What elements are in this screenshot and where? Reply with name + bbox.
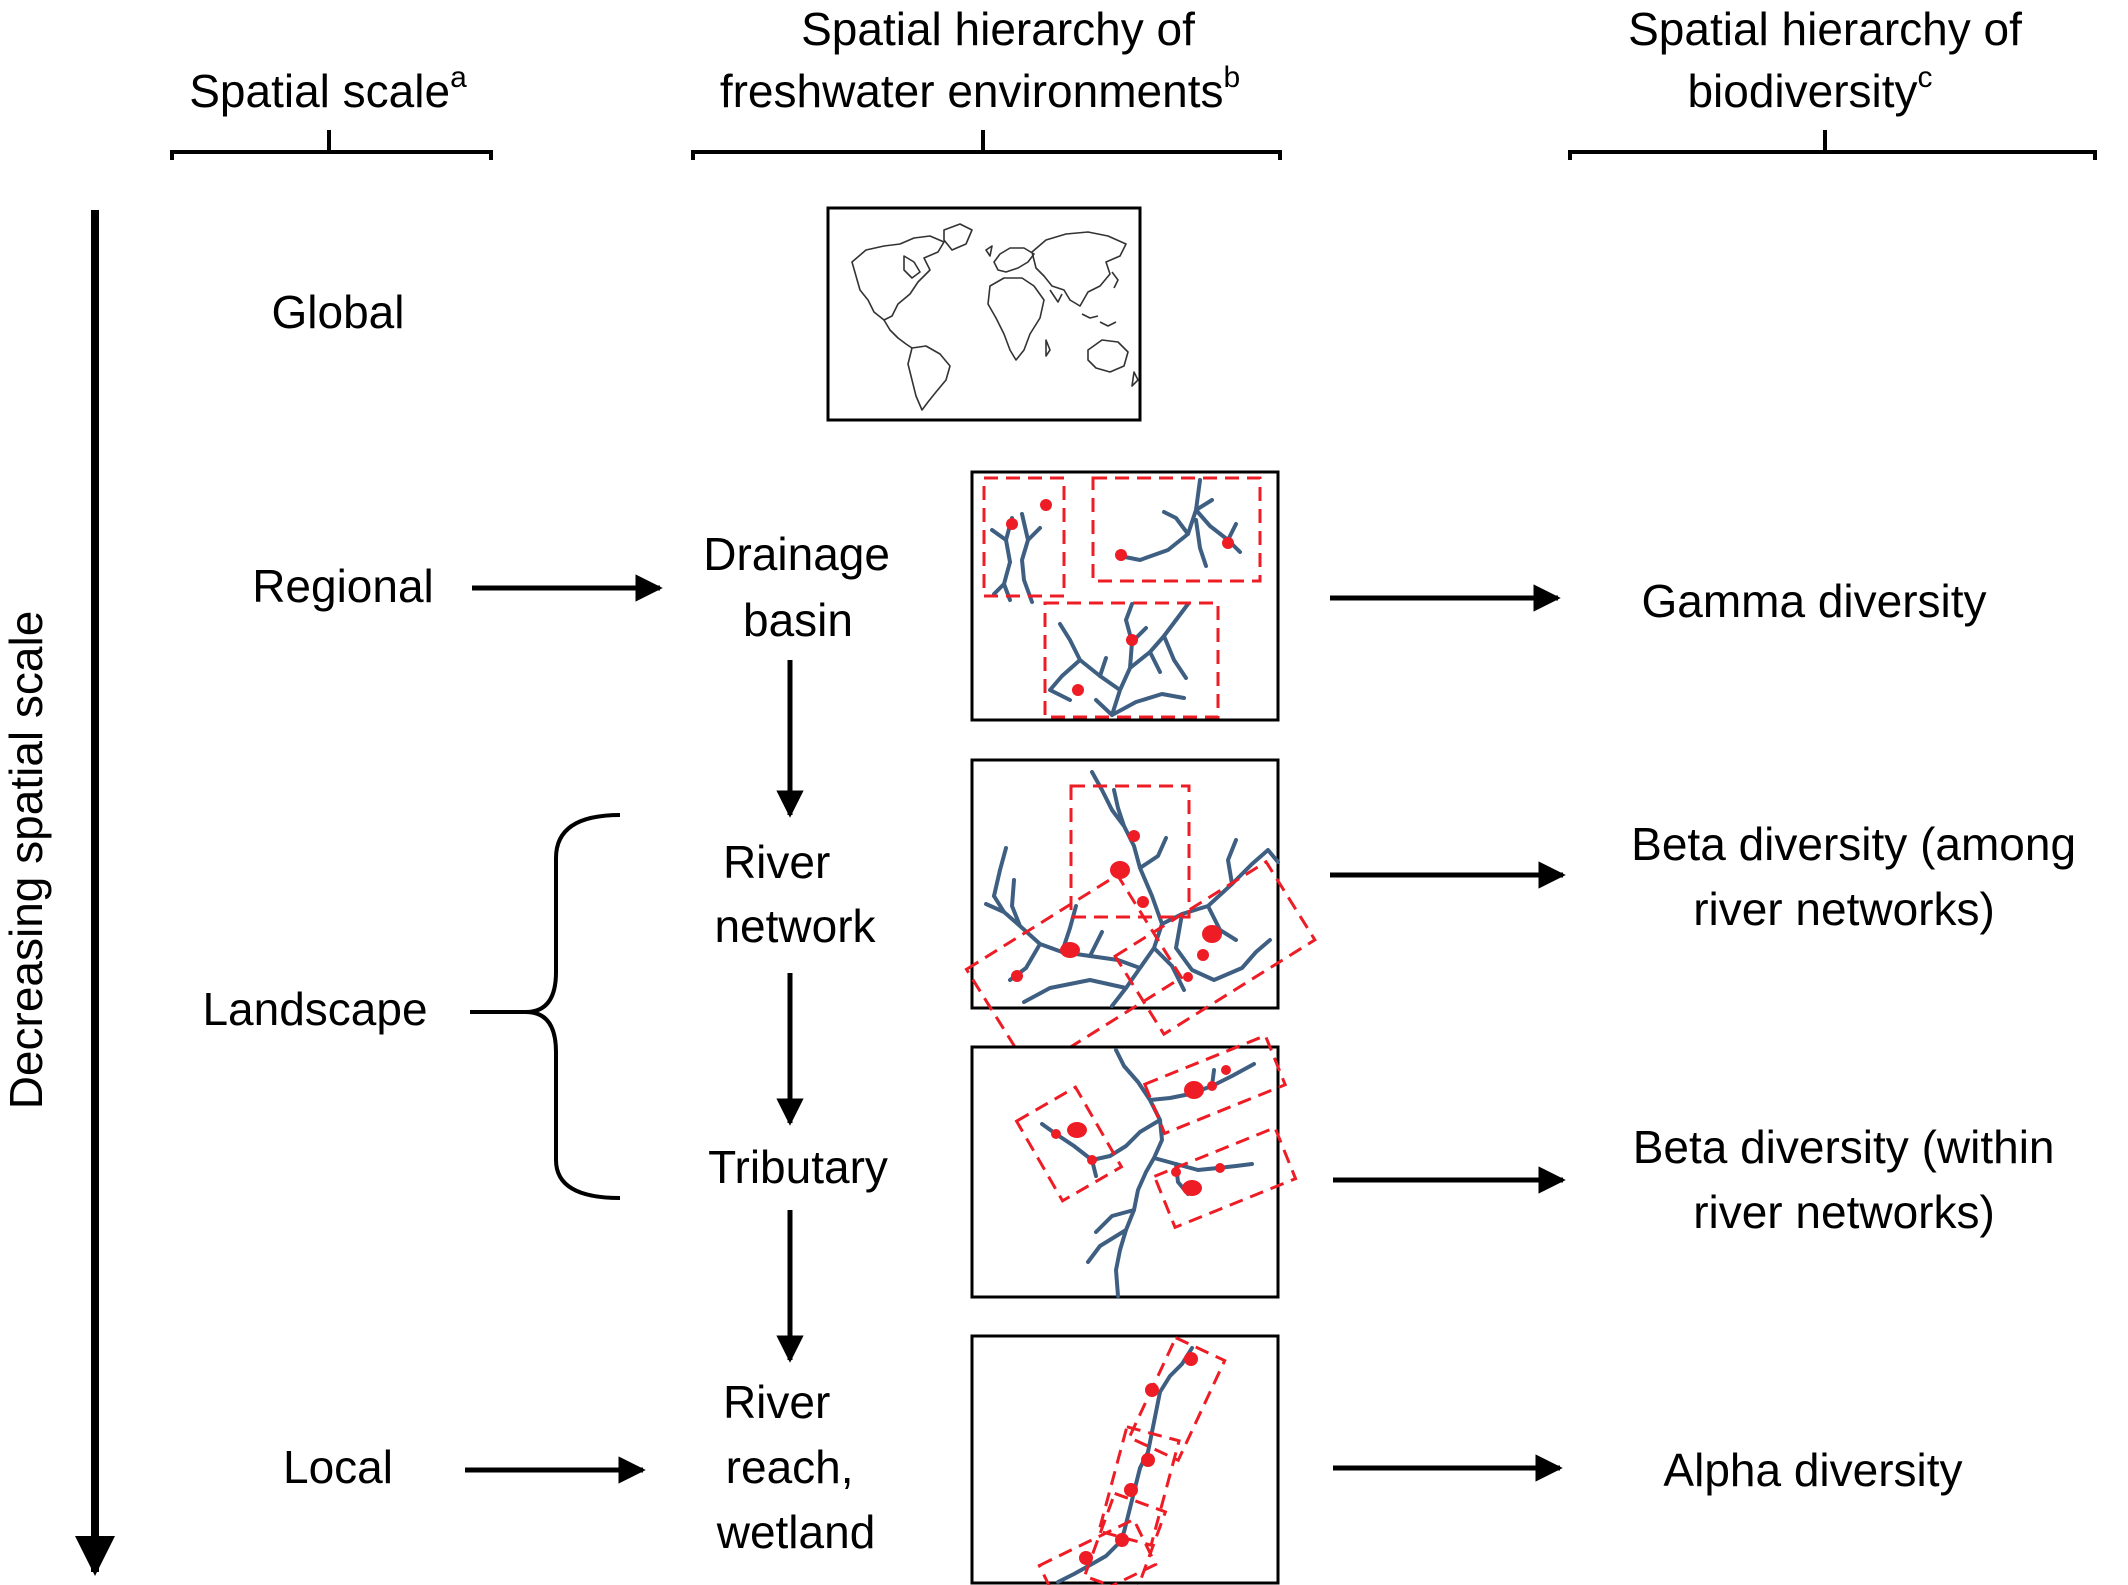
header-bracket-scale — [170, 130, 493, 160]
river-reach-panel — [970, 1334, 1280, 1585]
header-biodiversity-line2: biodiversityc — [1687, 61, 1932, 117]
diversity-alpha: Alpha diversity — [1663, 1444, 1962, 1496]
landscape-bracket — [470, 813, 621, 1200]
env-drainage-basin: Drainage basin — [703, 528, 902, 646]
drainage-basin-panel — [970, 470, 1280, 722]
header-biodiversity-line1: Spatial hierarchy of — [1628, 3, 2022, 55]
world-map-icon — [826, 206, 1142, 422]
scale-landscape: Landscape — [202, 983, 427, 1035]
env-tributary: Tributary — [708, 1141, 888, 1193]
tributary-panel — [970, 1033, 1298, 1299]
header-bracket-environments — [691, 130, 1282, 160]
header-environments-line1: Spatial hierarchy of — [801, 3, 1195, 55]
river-network-panel — [964, 758, 1317, 1075]
env-river-network: River network — [714, 836, 876, 952]
scale-regional: Regional — [252, 560, 434, 612]
diversity-gamma: Gamma diversity — [1641, 575, 1986, 627]
diversity-beta-within: Beta diversity (within river networks) — [1633, 1121, 2068, 1238]
diversity-beta-among: Beta diversity (among river networks) — [1631, 818, 2089, 935]
scale-global: Global — [272, 286, 405, 338]
header-spatial-scale: Spatial scalea — [189, 61, 467, 117]
header-environments-line2: freshwater environmentsb — [720, 61, 1240, 117]
scale-local: Local — [283, 1441, 393, 1493]
env-river-reach-wetland: River reach, wetland — [716, 1376, 876, 1558]
axis-label: Decreasing spatial scale — [0, 611, 52, 1110]
header-bracket-biodiversity — [1568, 130, 2097, 160]
